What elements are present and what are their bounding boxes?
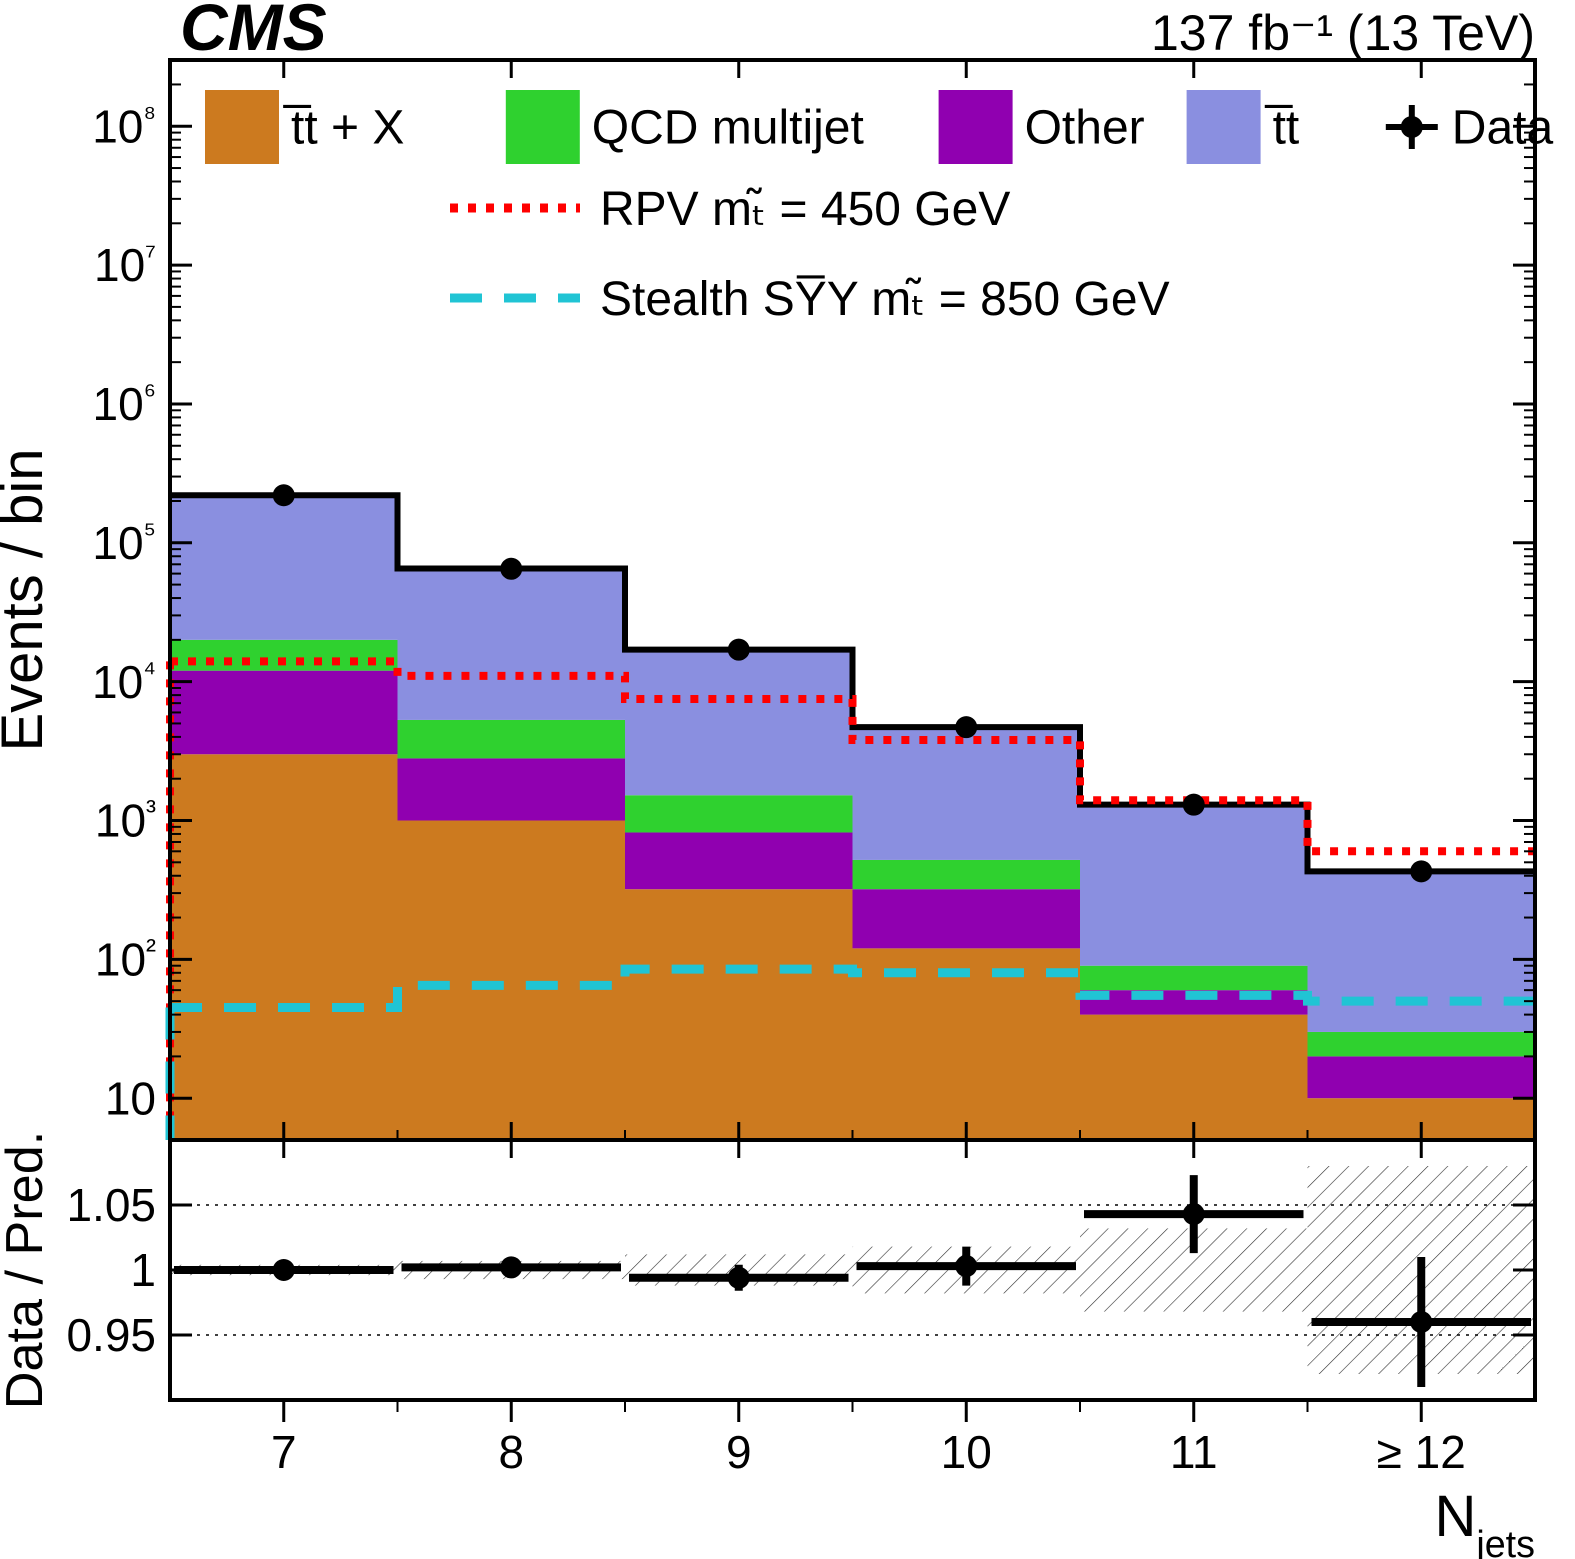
stack-bar: [170, 671, 398, 755]
lumi-label: 137 fb⁻¹ (13 TeV): [1151, 5, 1535, 61]
legend-label: Other: [1025, 101, 1145, 154]
legend-label: t̅t: [1265, 101, 1300, 154]
ytick-label: 10: [105, 1072, 156, 1124]
legend-line-label: Stealth SY̅Y mₜ̃ = 850 GeV: [600, 273, 1170, 326]
legend-swatch: [205, 90, 279, 164]
ratio-point: [500, 1256, 522, 1278]
data-point: [500, 558, 522, 580]
ratio-point: [273, 1259, 295, 1281]
ratio-ytick-label: 1.05: [66, 1179, 156, 1231]
stack-bar: [625, 650, 853, 796]
xtick-label: ≥ 12: [1377, 1426, 1466, 1478]
stack-bar: [1080, 1015, 1308, 1140]
stack-bar: [1308, 871, 1536, 1032]
ytick-label: 10³: [95, 794, 156, 847]
ratio-point: [1410, 1311, 1432, 1333]
stack-bar: [625, 889, 853, 1140]
legend-label: Data: [1452, 101, 1554, 154]
stack-bar: [398, 720, 626, 758]
data-point: [955, 716, 977, 738]
stack-bar: [1080, 805, 1308, 966]
stack-bar: [398, 758, 626, 820]
stack-bar: [1308, 1056, 1536, 1098]
ytick-label: 10⁶: [93, 378, 156, 431]
legend-swatch: [506, 90, 580, 164]
ytick-label: 10⁸: [92, 100, 156, 153]
xtick-label: 7: [271, 1426, 297, 1478]
legend-swatch: [939, 90, 1013, 164]
upper-ylabel: Events / bin: [0, 448, 55, 751]
xaxis-label: Njets: [1434, 1484, 1535, 1559]
ratio-point: [955, 1255, 977, 1277]
xtick-label: 11: [1170, 1426, 1218, 1478]
stack-bar: [853, 889, 1081, 948]
stack-bar: [625, 795, 853, 832]
legend-line-label: RPV mₜ̃ = 450 GeV: [600, 183, 1010, 236]
data-point: [273, 484, 295, 506]
xtick-label: 8: [498, 1426, 524, 1478]
stack-bar: [170, 640, 398, 671]
stack-bar: [170, 754, 398, 1140]
cms-label: CMS: [180, 0, 327, 64]
data-point: [1183, 794, 1205, 816]
ytick-label: 10⁵: [92, 516, 156, 569]
stack-bar: [853, 860, 1081, 889]
stack-bar: [853, 727, 1081, 860]
ytick-label: 10²: [95, 933, 156, 986]
stack-bar: [398, 821, 626, 1140]
xtick-label: 9: [726, 1426, 752, 1478]
legend-label: QCD multijet: [592, 101, 864, 154]
ratio-ytick-label: 0.95: [66, 1309, 156, 1361]
stack-bar: [1308, 1032, 1536, 1056]
stack-bar: [625, 832, 853, 889]
ytick-label: 10⁷: [94, 239, 156, 292]
ratio-point: [1183, 1203, 1205, 1225]
ratio-point: [728, 1267, 750, 1289]
ratio-ylabel: Data / Pred.: [0, 1131, 54, 1409]
stack-bar: [170, 495, 398, 640]
xtick-label: 10: [941, 1426, 992, 1478]
legend-swatch: [1187, 90, 1261, 164]
legend-label: t̅t + X: [283, 101, 404, 154]
ratio-ytick-label: 1: [130, 1244, 156, 1296]
stack-bar: [398, 568, 626, 719]
data-point: [728, 639, 750, 661]
data-point: [1410, 860, 1432, 882]
ytick-label: 10⁴: [92, 655, 156, 708]
stack-bar: [1080, 966, 1308, 990]
